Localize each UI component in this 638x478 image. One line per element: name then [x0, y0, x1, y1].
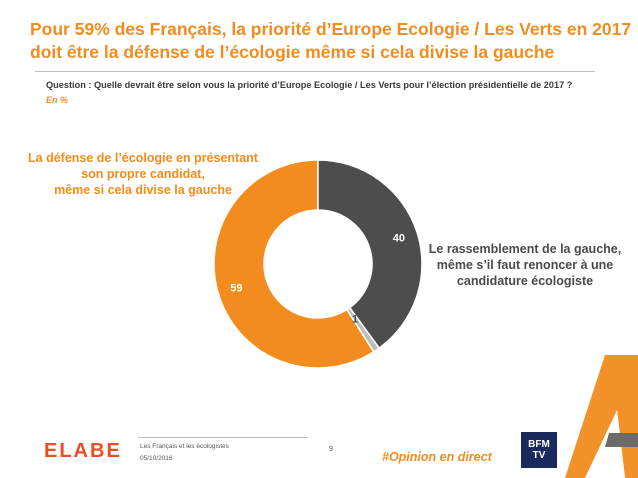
pie-slice	[345, 306, 381, 353]
slice-label-right-line: même s’il faut renoncer à une	[436, 258, 614, 272]
unit-label: En %	[46, 95, 69, 105]
divider	[35, 71, 595, 72]
elabe-logo: ELABE	[44, 440, 122, 462]
slice-value-label: 1	[352, 314, 358, 326]
slice-label-left-line: La défense de l’écologie en présentant	[28, 151, 258, 165]
slice-label-right-line: Le rassemblement de la gauche,	[428, 242, 622, 256]
pie-slice	[213, 159, 375, 369]
slice-label-left: La défense de l’écologie en présentant s…	[18, 150, 268, 198]
slice-value-label: 40	[393, 233, 405, 245]
hashtag: #Opinion en direct	[382, 450, 492, 464]
pie-slice	[317, 159, 423, 350]
title-line-1: Pour 59% des Français, la priorité d’Eur…	[30, 19, 632, 39]
slice-label-left-line: même si cela divise la gauche	[54, 183, 232, 197]
slice-label-right: Le rassemblement de la gauche, même s’il…	[420, 241, 630, 289]
survey-name: Les Français et les écologistes	[140, 443, 229, 450]
footer-divider	[138, 437, 308, 438]
question-text: Question : Quelle devrait être selon vou…	[46, 80, 573, 90]
slice-value-label: 59	[230, 283, 242, 295]
page-number: 9	[329, 446, 333, 453]
survey-date: 05/10/2016	[140, 455, 173, 462]
bfm-tv-logo: BFM TV	[521, 432, 557, 468]
brand-a-icon	[565, 355, 638, 478]
title-line-2: doit être la défense de l’écologie même …	[30, 42, 555, 62]
slice-label-left-line: son propre candidat,	[81, 167, 205, 181]
page-title: Pour 59% des Français, la priorité d’Eur…	[30, 18, 632, 64]
slice-label-right-line: candidature écologiste	[456, 274, 594, 288]
